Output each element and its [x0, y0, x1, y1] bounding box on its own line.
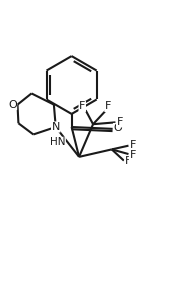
Text: HN: HN — [50, 137, 65, 147]
Text: N: N — [52, 122, 60, 132]
Text: F: F — [130, 140, 136, 150]
Text: F: F — [130, 150, 136, 160]
Text: O: O — [114, 124, 122, 133]
Text: F: F — [125, 156, 131, 166]
Text: F: F — [105, 102, 111, 111]
Text: F: F — [79, 102, 85, 111]
Text: F: F — [117, 117, 123, 127]
Text: O: O — [8, 100, 17, 110]
